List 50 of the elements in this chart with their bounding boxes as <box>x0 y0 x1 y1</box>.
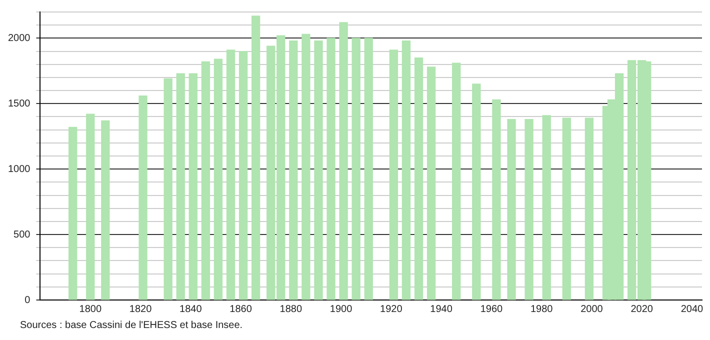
x-tick-label: 2040 <box>680 304 704 315</box>
bar <box>492 99 501 300</box>
bar <box>326 38 336 300</box>
y-tick-label: 0 <box>24 294 31 306</box>
bar <box>524 119 534 300</box>
bar <box>238 50 248 300</box>
bar <box>188 73 198 300</box>
y-tick-label: 1500 <box>8 98 31 110</box>
bar <box>339 22 348 300</box>
x-tick-label: 1800 <box>79 304 102 315</box>
y-tick-label: 1000 <box>8 164 31 175</box>
y-tick-label: 500 <box>14 229 31 240</box>
bar <box>86 114 95 300</box>
bar <box>584 118 594 300</box>
x-tick-label: 2000 <box>580 304 604 315</box>
bar <box>507 119 516 300</box>
x-tick-label: 1960 <box>480 304 503 315</box>
bar <box>214 58 223 300</box>
bar <box>472 84 481 300</box>
bar <box>101 120 110 300</box>
x-tick-label: 1900 <box>330 304 353 315</box>
x-tick-label: 1940 <box>430 304 453 315</box>
bar <box>226 50 236 300</box>
x-tick-label: 1920 <box>380 304 403 315</box>
bar <box>302 34 310 300</box>
x-tick-label: 1980 <box>530 304 554 315</box>
bar <box>414 57 424 300</box>
bar <box>562 118 571 300</box>
bar <box>289 40 298 300</box>
bar <box>201 61 210 300</box>
y-tick-label: 2000 <box>8 32 31 44</box>
x-tick-label: 1860 <box>230 304 252 315</box>
bar <box>426 66 436 300</box>
bar <box>542 115 551 300</box>
x-tick-label: 2020 <box>630 304 654 315</box>
bar <box>364 38 373 300</box>
bar <box>352 38 360 300</box>
bar <box>68 126 78 300</box>
bar <box>452 62 461 300</box>
x-tick-label: 1840 <box>180 304 202 315</box>
bar <box>389 50 398 300</box>
source-note: Sources : base Cassini de l'EHESS et base Insee. <box>20 320 243 331</box>
bar <box>251 16 260 300</box>
bar <box>176 73 185 300</box>
bar <box>138 95 148 300</box>
bar <box>314 40 323 300</box>
x-tick-label: 1820 <box>129 304 152 315</box>
x-tick-label: 1880 <box>280 304 302 315</box>
bar <box>164 78 172 300</box>
bar <box>402 40 411 300</box>
